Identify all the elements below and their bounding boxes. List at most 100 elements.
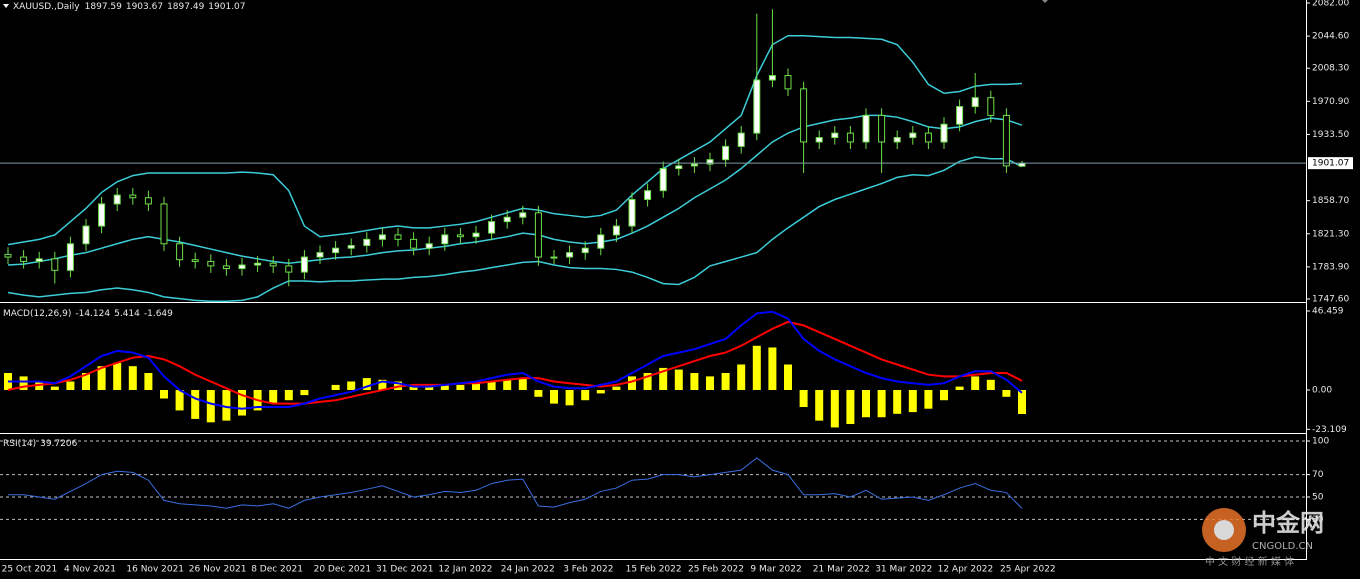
y-tick-label: 50 [1312,493,1324,503]
y-tick-label: 2008.30 [1312,64,1349,74]
y-tick-label: 1858.70 [1312,196,1349,206]
y-tick-label: 46.459 [1312,306,1344,316]
logo-site: CNGOLD.CN [1252,541,1313,552]
macd-bar [191,390,200,419]
candle-body [238,264,246,270]
candle-body [144,197,152,205]
x-tick-label: 4 Nov 2021 [64,565,116,575]
macd-bar [347,381,356,391]
macd-bar [331,384,340,391]
candle-body [784,75,792,90]
candle-body [472,232,480,238]
candle-body [441,234,449,245]
y-tick-label: 1933.50 [1312,130,1349,140]
macd-bar [206,390,215,423]
macd-bar [908,390,917,413]
candle-body [612,225,620,236]
candle-body [285,265,293,273]
macd-bar [238,390,246,416]
price-header: XAUUSD.,Daily 1897.59 1903.67 1897.49 1901.0… [13,2,246,12]
macd-bar [222,390,231,421]
macd-title: MACD(12,26,9) [3,309,71,319]
y-tick-label: 100 [1312,437,1329,447]
x-tick-label: 20 Dec 2021 [314,565,372,575]
rsi-value: 39.7206 [40,439,77,449]
candle-body [222,265,230,270]
candle-body [971,97,979,108]
candle-body [644,190,652,201]
x-tick-label: 31 Dec 2021 [376,565,434,575]
series-line [7,114,1023,266]
x-tick-label: 25 Oct 2021 [2,565,58,575]
candle-body [160,203,168,245]
symbol: XAUUSD.,Daily [13,2,80,12]
candle-body [176,243,184,261]
y-tick-label: 0.00 [1312,386,1332,396]
macd-bar [66,381,75,391]
candle-body [956,106,964,125]
macd-bar [784,364,792,391]
x-tick-label: 25 Feb 2022 [688,565,744,575]
macd-bar [815,390,824,421]
x-tick-label: 3 Feb 2022 [563,565,613,575]
macd-bar [628,376,636,391]
candle-body [35,258,43,262]
macd-bar [659,367,668,391]
macd-bar [768,347,777,391]
candle-body [550,256,558,259]
candle-body [909,132,917,139]
macd-bar [799,390,808,408]
macd-header: MACD(12,26,9) -14.124 5.414 -1.649 [3,309,173,319]
candle-body [753,79,761,134]
series-line [7,156,1023,302]
logo-inner [1214,520,1234,540]
y-tick-label: -23.109 [1312,425,1347,435]
candle-body [862,114,870,143]
x-tick-label: 12 Apr 2022 [938,565,994,575]
macd-bar [472,383,480,391]
candle-body [113,194,121,205]
rsi-title: RSI(14) [3,439,36,449]
menu-arrow[interactable] [3,4,9,8]
candle-body [628,199,636,227]
candle-body [893,137,901,143]
header-high: 1903.67 [126,2,163,12]
logo-name: 中金网 [1252,509,1324,537]
candle-body [987,97,995,116]
candle-body [82,225,90,245]
x-tick-label: 8 Dec 2021 [251,565,303,575]
macd-bar [409,386,418,391]
macd-bar [175,390,184,411]
series-line [8,457,1023,509]
y-tick-label: 1747.60 [1312,295,1349,305]
candle-body [332,247,340,254]
macd-bar [893,390,902,414]
candle-body [20,256,28,262]
y-tick-label: 1783.90 [1312,262,1349,272]
macd-bar [830,390,839,428]
macd-bar [550,390,558,404]
series-line [8,310,1023,410]
candle-body [940,123,948,143]
candle-body [690,163,698,167]
macd-bar [940,390,948,401]
macd-bar [284,390,293,401]
x-tick-label: 12 Jan 2022 [438,565,492,575]
candle-body [425,243,433,249]
macd-bar [596,390,605,394]
macd-bar [924,390,933,409]
x-tick-label: 24 Jan 2022 [501,565,555,575]
pane [0,440,1306,520]
macd-bar [612,386,621,391]
header-low: 1897.49 [167,2,204,12]
macd-bar [565,390,574,406]
candle-body [269,262,277,267]
macd-bar [113,362,122,391]
candle-body [378,234,386,240]
header-open: 1897.59 [85,2,122,12]
candle-body [300,256,308,273]
candle-body [503,216,511,223]
macd-bar [440,384,449,391]
